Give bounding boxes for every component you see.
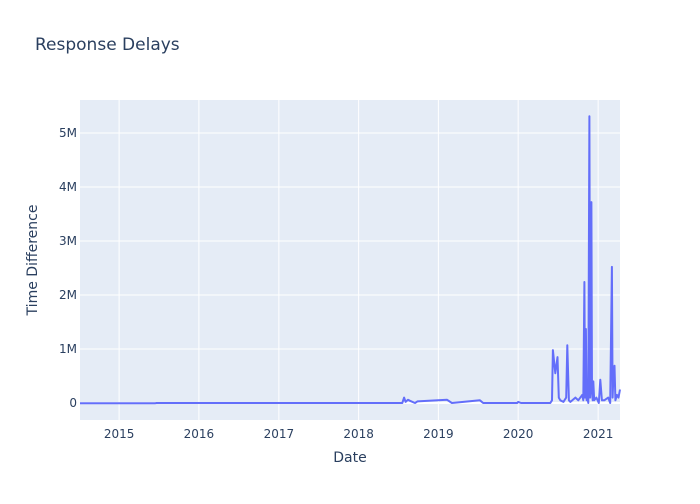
y-tick-label: 1M [59,342,77,356]
x-axis-label: Date [333,450,366,466]
y-tick-label: 5M [59,126,77,140]
tick-labels: 2015 2016 2017 2018 2019 2020 2021 0 1M 2M 3M 4M 5M [59,126,613,441]
y-axis-label: Time Difference [25,205,41,317]
series-line [80,115,621,405]
y-tick-label: 4M [59,180,77,194]
x-tick-label: 2017 [264,427,295,441]
x-tick-label: 2021 [583,427,614,441]
plot-area [80,100,620,420]
x-tick-label: 2015 [104,427,135,441]
x-tick-label: 2020 [503,427,534,441]
x-tick-label: 2016 [184,427,215,441]
chart-title: Response Delays [35,35,180,55]
y-tick-label: 3M [59,234,77,248]
y-tick-label: 2M [59,288,77,302]
y-tick-label: 0 [69,396,77,410]
x-tick-label: 2018 [343,427,374,441]
x-tick-label: 2019 [423,427,454,441]
grid-lines [80,100,620,420]
